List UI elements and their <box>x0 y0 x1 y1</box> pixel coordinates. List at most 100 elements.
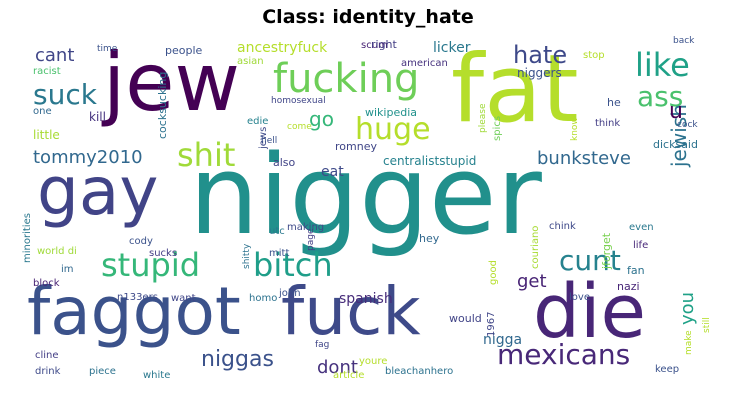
word-would: would <box>449 312 482 325</box>
word-nazi: nazi <box>617 280 640 293</box>
word-racist: racist <box>33 66 61 77</box>
word-keep: keep <box>655 364 680 375</box>
word-centraliststupid: centraliststupid <box>383 154 477 168</box>
word-homosexual: homosexual <box>271 96 326 106</box>
word-hell: hell <box>261 136 278 146</box>
word-tommy2010: tommy2010 <box>33 147 143 168</box>
word-also: also <box>273 156 296 169</box>
word-time: time <box>97 44 118 54</box>
word-go: go <box>309 107 334 131</box>
word-bunksteve: bunksteve <box>537 148 631 169</box>
word-bleachanhero: bleachanhero <box>385 366 454 377</box>
word-couriano: couriano <box>530 225 541 269</box>
word-please: please <box>478 103 488 134</box>
word-cody: cody <box>129 236 153 247</box>
word-jew: jew <box>103 36 240 129</box>
word-ancestryfuck: ancestryfuck <box>237 40 328 56</box>
word-stop: stop <box>583 50 605 61</box>
word-even: even <box>629 222 654 233</box>
word-suck: suck <box>33 78 97 111</box>
word-homo: homo <box>249 293 278 304</box>
word-niggas: niggas <box>201 347 274 372</box>
word-n133ers: n133ers <box>117 292 158 303</box>
word-one: one <box>33 106 52 117</box>
word-gay: gay <box>37 153 159 230</box>
word-hate: hate <box>513 41 568 69</box>
word-good: good <box>488 260 499 285</box>
word-huge: huge <box>355 112 431 147</box>
word-you: you <box>677 291 698 325</box>
word-niggers: niggers <box>517 66 562 80</box>
word-nigger: nigger <box>189 131 542 259</box>
word-cunt: cunt <box>559 244 621 277</box>
word-wikipedia: wikipedia <box>365 106 418 119</box>
word-shitty: shitty <box>242 243 252 269</box>
word-utc: utc <box>269 226 285 237</box>
word-fan: fan <box>627 264 645 277</box>
word-back: back <box>673 36 695 46</box>
word-fag: fag <box>315 340 330 350</box>
word-come: come <box>287 122 312 132</box>
word-dont: dont <box>317 357 358 378</box>
word-page: page <box>306 228 316 251</box>
word-spanish: spanish <box>339 291 393 307</box>
word-fucking: fucking <box>273 56 420 102</box>
word-fat: fat <box>451 35 579 144</box>
word-chink: chink <box>549 221 576 232</box>
word-life: life <box>633 240 649 251</box>
word-ass: ass <box>637 80 684 113</box>
word-making: making <box>287 222 325 233</box>
word-john: john <box>279 288 301 299</box>
word-fuck: fuck <box>281 273 421 350</box>
word-know: know <box>570 117 580 141</box>
word-make: make <box>684 330 694 355</box>
word-eat: eat <box>321 164 344 180</box>
word-mitt: mitt <box>269 248 290 259</box>
word-cant: cant <box>35 45 75 66</box>
word-asian: asian <box>237 56 264 67</box>
word-love: love <box>569 292 590 303</box>
word-u: u <box>669 99 683 124</box>
word-he: he <box>607 96 621 109</box>
word-like: like <box>635 46 690 84</box>
word-cock: cock <box>677 120 698 130</box>
word-piece: piece <box>89 366 116 377</box>
word-article: article <box>333 370 365 381</box>
word-kill: kill <box>89 110 106 124</box>
word-block: block <box>33 278 60 289</box>
word-bitch: bitch <box>253 246 333 284</box>
word-faggot: faggot <box>27 273 241 350</box>
word-shit: shit <box>177 136 236 174</box>
word-minorities: minorities <box>22 213 33 263</box>
word-drink: drink <box>35 366 61 377</box>
word-think: think <box>595 118 621 129</box>
word-youre: youre <box>359 356 388 367</box>
word-die: die <box>533 269 647 355</box>
word-mexicans: mexicans <box>497 338 631 371</box>
word-scum: scum <box>361 40 388 51</box>
word-get: get <box>517 271 547 292</box>
word-right: right <box>371 38 397 51</box>
word-spics: spics <box>492 115 503 141</box>
word-hey: hey <box>419 232 440 245</box>
word-1967: 1967 <box>486 311 497 337</box>
word-im: im <box>61 264 74 275</box>
word-american: american <box>401 58 448 69</box>
word-still: still <box>702 317 712 333</box>
word-cocksucking: cocksucking <box>156 71 169 139</box>
word-jforget: jforget <box>600 232 613 269</box>
word-white: white <box>143 370 171 381</box>
word-cline: cline <box>35 350 59 361</box>
word-edie: edie <box>247 116 269 127</box>
word-romney: romney <box>335 140 377 153</box>
word-sucks: sucks <box>149 248 178 259</box>
word-want: want <box>171 293 196 304</box>
chart-title: Class: identity_hate <box>262 6 474 28</box>
word-stupid: stupid <box>101 246 201 284</box>
word-cloud: nigger fat jew faggot fuck die gay fucki… <box>19 37 715 383</box>
word-world-di: world di <box>37 246 77 257</box>
word-dicksaid: dicksaid <box>653 138 698 151</box>
word-people: people <box>165 44 203 57</box>
word-little: little <box>33 128 60 142</box>
word-nigga: nigga <box>483 332 523 348</box>
